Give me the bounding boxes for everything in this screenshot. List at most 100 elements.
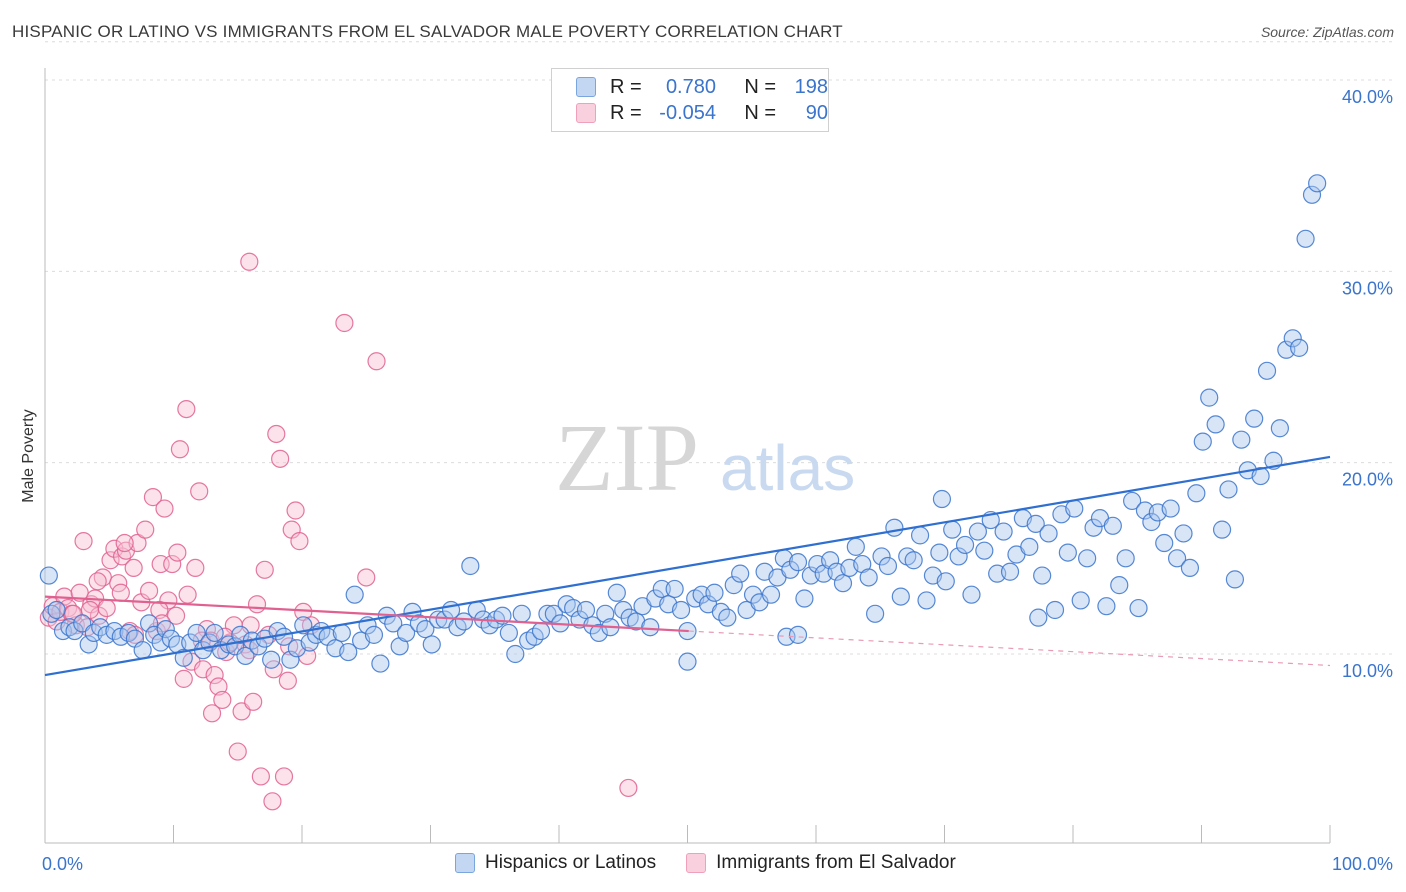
legend-r-value: 0.780 (665, 75, 716, 98)
data-point-el-salvador (163, 554, 182, 574)
data-point-hispanic (910, 526, 930, 545)
data-point-hispanic (538, 604, 557, 623)
data-point-hispanic (1020, 537, 1039, 556)
data-point-hispanic (1180, 558, 1200, 578)
data-point-el-salvador (244, 692, 263, 711)
data-point-el-salvador (271, 449, 290, 468)
data-point-hispanic (65, 621, 84, 641)
data-point-el-salvador (263, 792, 282, 811)
data-point-hispanic (761, 585, 781, 604)
data-point-hispanic (1232, 430, 1251, 449)
legend-n-value: 198 (794, 75, 828, 98)
legend-item-el-salvador: Immigrants from El Salvador (686, 852, 956, 874)
trendline-hispanics (44, 455, 1331, 677)
x-tick-label-min: 0.0% (42, 854, 83, 874)
data-point-hispanic (943, 520, 962, 539)
legend-swatch-pink (686, 853, 707, 873)
data-point-hispanic (777, 627, 796, 646)
data-point-hispanic (872, 547, 891, 566)
data-point-hispanic (671, 600, 691, 620)
data-point-hispanic (859, 568, 878, 587)
legend-n-label: N = (744, 75, 776, 98)
data-point-hispanic (1167, 549, 1187, 568)
data-point-hispanic (1270, 419, 1289, 438)
data-point-hispanic (262, 650, 281, 669)
data-point-el-salvador (88, 572, 107, 591)
data-point-hispanic (499, 623, 518, 643)
correlation-legend: R = 0.780 N = 198 R = -0.054 N = 90 (551, 68, 829, 132)
data-point-el-salvador (251, 767, 270, 786)
data-point-hispanic (281, 650, 300, 669)
tick-labels: 10.0% 20.0% 30.0% 40.0% 0.0% 100.0% (42, 87, 1393, 874)
data-point-el-salvador (177, 399, 196, 419)
data-point-hispanic (665, 579, 684, 599)
legend-n-label: N = (744, 101, 776, 124)
series-immigrants-el-salvador (39, 252, 638, 811)
data-point-hispanic (1225, 570, 1245, 589)
data-point-hispanic (1039, 524, 1058, 543)
data-point-hispanic (174, 648, 193, 667)
y-tick-label: 10.0% (1342, 661, 1393, 681)
data-point-el-salvador (89, 606, 109, 625)
legend-row-hispanics: R = 0.780 N = 198 (576, 75, 828, 99)
data-point-el-salvador (240, 252, 259, 271)
data-point-hispanic (1206, 415, 1225, 434)
data-point-hispanic (652, 579, 671, 599)
data-point-hispanic (364, 625, 384, 644)
data-point-hispanic (512, 604, 531, 623)
data-point-hispanic (781, 560, 800, 579)
data-point-el-salvador (367, 352, 386, 371)
data-point-hispanic (705, 583, 724, 602)
trendline-el-salvador (44, 595, 689, 633)
data-point-el-salvador (125, 625, 145, 644)
data-point-el-salvador (168, 543, 187, 562)
data-point-hispanic (866, 604, 885, 623)
y-tick-label: 30.0% (1342, 278, 1393, 298)
y-tick-label: 20.0% (1342, 470, 1393, 490)
legend-label-hispanics: Hispanics or Latinos (485, 852, 657, 873)
data-point-hispanic (1174, 524, 1193, 543)
data-point-hispanic (607, 583, 626, 602)
data-point-hispanic (1116, 549, 1135, 568)
data-point-hispanic (917, 591, 936, 610)
data-point-hispanic (724, 576, 743, 595)
data-point-el-salvador (205, 665, 224, 685)
data-point-hispanic (231, 625, 250, 644)
data-point-hispanic (718, 608, 737, 627)
data-point-hispanic (1058, 543, 1077, 562)
watermark-atlas: atlas (720, 432, 855, 504)
data-point-el-salvador (170, 440, 190, 459)
data-point-hispanic (1129, 598, 1148, 618)
data-point-el-salvador (74, 532, 93, 551)
data-point-hispanic (576, 600, 596, 620)
data-point-hispanic (731, 564, 750, 583)
data-point-el-salvador (290, 532, 309, 551)
data-point-hispanic (1219, 480, 1238, 499)
data-point-hispanic (506, 644, 525, 664)
data-point-hispanic (955, 535, 975, 555)
data-point-el-salvador (155, 499, 174, 518)
data-point-hispanic (1026, 514, 1045, 533)
data-point-hispanic (788, 553, 808, 572)
data-point-el-salvador (97, 598, 116, 618)
data-point-hispanic (461, 556, 480, 576)
data-point-hispanic (39, 566, 58, 585)
y-tick-label: 40.0% (1342, 87, 1393, 107)
series-hispanics-latinos (39, 174, 1327, 673)
data-point-el-salvador (128, 533, 147, 553)
data-point-hispanic (454, 612, 474, 631)
data-point-hispanic (1251, 466, 1270, 486)
legend-item-hispanics: Hispanics or Latinos (455, 852, 656, 874)
data-point-hispanic (975, 541, 994, 560)
data-point-el-salvador (274, 767, 294, 786)
data-point-hispanic (1212, 520, 1232, 539)
data-point-hispanic (339, 642, 358, 662)
data-point-el-salvador (193, 660, 213, 679)
data-point-hispanic (949, 547, 968, 566)
data-point-el-salvador (190, 482, 209, 501)
data-point-hispanic (1065, 499, 1084, 518)
series-legend: Hispanics or Latinos Immigrants from El … (455, 852, 986, 874)
data-point-el-salvador (80, 600, 100, 620)
data-point-hispanic (904, 551, 923, 570)
